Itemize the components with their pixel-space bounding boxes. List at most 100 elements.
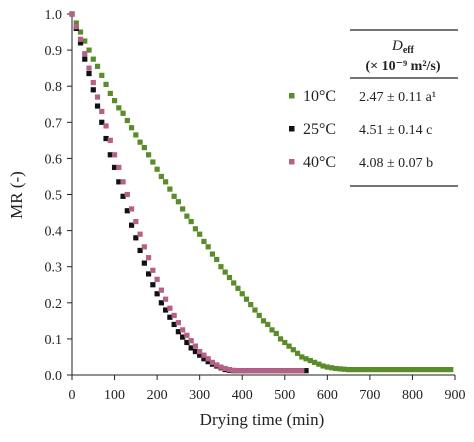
data-point	[141, 144, 147, 151]
data-point	[337, 366, 343, 372]
data-point	[235, 285, 241, 291]
data-point	[73, 24, 79, 30]
data-point	[158, 300, 164, 306]
y-tick-label: 0.6	[45, 152, 63, 167]
legend-marker	[289, 126, 295, 132]
data-point	[111, 98, 118, 104]
table-header-symbol: Deff	[391, 38, 415, 56]
data-point	[214, 362, 220, 368]
data-point	[137, 139, 143, 145]
data-point	[311, 359, 318, 365]
data-point	[180, 327, 186, 333]
x-tick-label: 700	[359, 388, 380, 403]
data-point	[392, 366, 399, 373]
data-point	[303, 368, 309, 374]
data-point	[188, 345, 194, 351]
y-tick-label: 0.1	[45, 333, 63, 348]
data-point	[273, 368, 279, 374]
data-point	[260, 368, 267, 374]
x-tick-label: 0	[69, 388, 76, 403]
data-point	[397, 366, 403, 373]
data-point	[299, 354, 305, 360]
data-point	[405, 366, 411, 373]
y-tick-label: 0.5	[45, 189, 63, 204]
data-point	[133, 218, 139, 225]
data-point	[269, 327, 275, 333]
data-point	[167, 314, 173, 320]
data-point	[192, 343, 199, 349]
data-point	[192, 348, 199, 355]
data-point	[141, 260, 147, 266]
y-tick-label: 0.3	[45, 261, 63, 276]
x-tick-label: 900	[445, 388, 466, 403]
data-point	[120, 110, 126, 116]
data-point	[316, 361, 322, 367]
data-point	[99, 72, 105, 78]
legend-rows: 10°C 2.47 ± 0.11 a¹ 25°C 4.51 ± 0.14 c 40°C 4…	[289, 88, 436, 171]
data-point	[218, 364, 224, 370]
data-point	[137, 247, 143, 254]
data-point	[128, 206, 135, 212]
data-point	[82, 51, 88, 57]
data-point	[107, 137, 113, 143]
data-point	[248, 302, 254, 308]
y-axis-label: MR (-)	[7, 171, 26, 219]
data-point	[116, 164, 122, 171]
data-point	[218, 264, 224, 270]
data-point	[277, 336, 284, 342]
data-point	[243, 368, 250, 374]
data-point	[256, 368, 262, 374]
data-point	[226, 274, 233, 281]
data-point	[201, 356, 207, 362]
data-point	[192, 226, 199, 232]
legend-series-name: 10°C	[303, 88, 336, 105]
data-point	[209, 251, 216, 257]
legend-marker	[289, 159, 295, 165]
data-point	[401, 366, 407, 373]
data-point	[367, 366, 373, 373]
data-point	[184, 339, 190, 346]
data-point	[82, 56, 88, 62]
data-point	[150, 159, 156, 165]
x-tick-labels: 0 100 200 300 400 500 600 700 800 900	[69, 388, 466, 403]
y-tick-label: 0.8	[45, 80, 63, 95]
series-1-points	[69, 11, 309, 374]
data-point	[158, 287, 164, 293]
data-point	[201, 352, 207, 358]
data-point	[163, 296, 169, 302]
data-point	[94, 63, 101, 69]
data-point	[111, 152, 118, 158]
data-point	[269, 368, 275, 374]
x-tick-label: 100	[104, 388, 125, 403]
data-point	[299, 368, 305, 374]
data-point	[294, 368, 301, 374]
data-point	[90, 56, 96, 62]
data-point	[184, 213, 190, 219]
data-point	[431, 366, 437, 373]
y-tick-label: 0.9	[45, 44, 63, 59]
data-point	[133, 235, 139, 241]
data-points	[69, 11, 454, 374]
data-point	[77, 40, 84, 46]
data-point	[201, 238, 207, 245]
data-point	[328, 365, 335, 371]
data-point	[133, 132, 139, 138]
series-2-points	[69, 11, 305, 374]
data-point	[243, 296, 250, 302]
data-point	[307, 357, 313, 364]
x-tick-label: 400	[232, 388, 253, 403]
data-point	[171, 321, 177, 328]
x-tick-label: 600	[317, 388, 338, 403]
data-point	[103, 81, 109, 87]
data-point	[171, 312, 177, 319]
data-point	[103, 135, 109, 142]
table-header-d: D	[391, 38, 403, 54]
data-point	[99, 108, 105, 115]
data-point	[256, 312, 262, 319]
legend-table: Deff (× 10⁻⁹ m²/s) 10°C 2.47 ± 0.11 a¹ 25°…	[289, 29, 458, 187]
x-tick-label: 300	[189, 388, 210, 403]
data-point	[273, 330, 279, 337]
data-point	[409, 366, 416, 373]
table-value: 4.08 ± 0.07 b	[359, 156, 433, 171]
data-point	[235, 368, 241, 374]
